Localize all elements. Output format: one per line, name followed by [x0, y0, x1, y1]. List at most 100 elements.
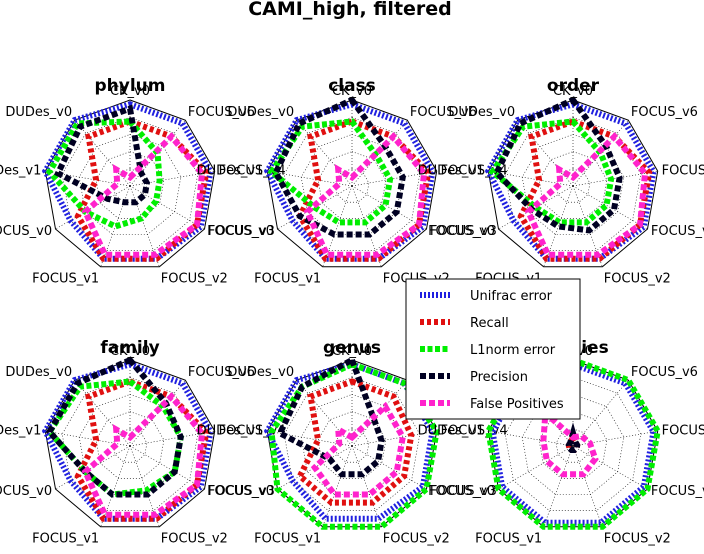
- axis-label: FOCUS_v1: [254, 272, 321, 287]
- radial-gridline: [100, 185, 131, 267]
- legend-label: L1norm error: [470, 343, 556, 358]
- axis-label: DUDes_v1: [418, 423, 485, 438]
- axis-label: FOCUS_v0: [428, 484, 495, 499]
- panel-title: family: [100, 338, 159, 358]
- radial-gridline: [322, 185, 353, 267]
- series-precision: [565, 422, 581, 453]
- axis-label: DUDes_v0: [448, 105, 515, 120]
- axis-label: DUDes_v0: [227, 105, 294, 120]
- axis-label: FOCUS_v3: [430, 224, 497, 239]
- series-false-positives: [310, 401, 406, 498]
- grid-ring: [95, 151, 165, 219]
- radial-gridline: [129, 185, 205, 230]
- panel-title: genus: [323, 338, 381, 358]
- radial-gridline: [543, 185, 574, 267]
- series-recall: [517, 118, 653, 262]
- grid-ring: [521, 134, 625, 235]
- axis-label: FOCUS_v2: [604, 532, 671, 547]
- axis-label: FOCUS_v0: [207, 224, 274, 239]
- series-precision: [45, 356, 184, 498]
- radar-panel-family: CK_v0FOCUS_v6FOCUS_v4FOCUS_v3FOCUS_v2FOC…: [0, 338, 286, 547]
- axis-label: CK_v0: [553, 84, 593, 99]
- radial-gridline: [129, 445, 205, 490]
- axis-label: FOCUS_v0: [428, 224, 495, 239]
- series-l1norm-error: [485, 356, 661, 530]
- radar-frame: [44, 359, 216, 528]
- grid-ring: [78, 394, 182, 495]
- series-recall: [296, 118, 432, 262]
- series-recall: [296, 378, 415, 506]
- radial-gridline: [322, 445, 353, 527]
- axis-label: FOCUS_v3: [651, 484, 704, 499]
- axis-label: FOCUS_v3: [208, 224, 275, 239]
- axis-label: CK_v0: [110, 344, 150, 359]
- axis-label: FOCUS_v4: [662, 163, 704, 178]
- grid-ring: [95, 411, 165, 479]
- series-unifrac-error: [263, 361, 436, 522]
- grid-ring: [300, 394, 404, 495]
- grid-ring: [521, 394, 625, 495]
- legend-label: Recall: [470, 316, 509, 331]
- axis-label: FOCUS_v2: [383, 532, 450, 547]
- radial-gridline: [572, 379, 629, 447]
- axis-label: FOCUS_v2: [604, 272, 671, 287]
- axis-label: FOCUS_v6: [410, 105, 477, 120]
- axis-label: FOCUS_v0: [0, 224, 52, 239]
- axis-label: FOCUS_v0: [207, 484, 274, 499]
- axis-label: FOCUS_v6: [188, 105, 255, 120]
- legend-label: Precision: [470, 370, 528, 385]
- radial-gridline: [351, 445, 427, 490]
- series-recall: [74, 378, 210, 522]
- axis-label: DUDes_v0: [227, 365, 294, 380]
- radar-panel-class: CK_v0FOCUS_v6FOCUS_v4FOCUS_v3FOCUS_v2FOC…: [197, 76, 508, 287]
- axis-label: FOCUS_v2: [161, 532, 228, 547]
- series-precision: [493, 96, 623, 234]
- radial-gridline: [129, 185, 160, 267]
- series-l1norm-error: [488, 118, 615, 226]
- grid-ring: [538, 411, 608, 479]
- panel-title: phylum: [95, 76, 166, 96]
- axis-label: DUDes_v1: [418, 163, 485, 178]
- axis-label: CK_v0: [110, 84, 150, 99]
- axis-label: FOCUS_v3: [430, 484, 497, 499]
- axis-label: DUDes_v1: [197, 423, 264, 438]
- axis-label: CK_v0: [332, 84, 372, 99]
- series-false-positives: [524, 132, 649, 258]
- axis-label: DUDes_v1: [0, 423, 41, 438]
- grid-ring: [300, 134, 404, 235]
- radial-gridline: [351, 445, 382, 527]
- axis-label: FOCUS_v3: [651, 224, 704, 239]
- axis-label: FOCUS_v1: [254, 532, 321, 547]
- series-l1norm-error: [45, 118, 163, 230]
- series-false-positives: [540, 406, 599, 478]
- series-false-positives: [303, 132, 428, 258]
- axis-label: FOCUS_v6: [631, 365, 698, 380]
- radial-gridline: [351, 185, 382, 267]
- grid-ring: [317, 151, 387, 219]
- axis-label: CK_v0: [332, 344, 372, 359]
- series-precision: [272, 96, 406, 238]
- series-l1norm-error: [267, 118, 394, 226]
- radial-gridline: [100, 445, 131, 527]
- axis-label: FOCUS_v0: [0, 484, 52, 499]
- radar-frame: [44, 99, 216, 268]
- series-false-positives: [81, 392, 206, 518]
- axis-label: FOCUS_v6: [631, 105, 698, 120]
- radial-gridline: [543, 445, 574, 527]
- radial-gridline: [498, 445, 574, 490]
- legend-label: Unifrac error: [470, 289, 553, 304]
- radar-panel-phylum: CK_v0FOCUS_v6FOCUS_v4FOCUS_v3FOCUS_v2FOC…: [0, 76, 286, 287]
- series-precision: [276, 355, 385, 478]
- radar-panel-order: CK_v0 FOCUS_v6 FOCUS_v4 FOCUS_v3 FOCUS_v2 FOC…: [418, 76, 704, 287]
- series-false-positives: [81, 132, 206, 258]
- panel-title: class: [328, 76, 376, 96]
- axis-label: DUDes_v1: [0, 163, 41, 178]
- radial-gridline: [572, 445, 603, 527]
- axis-label: FOCUS_v6: [188, 365, 255, 380]
- grid-ring: [317, 411, 387, 479]
- radar-frame: [266, 99, 438, 268]
- grid-ring: [538, 151, 608, 219]
- legend: Unifrac error Recall L1norm error Precision…: [405, 278, 581, 420]
- series-recall: [74, 118, 210, 262]
